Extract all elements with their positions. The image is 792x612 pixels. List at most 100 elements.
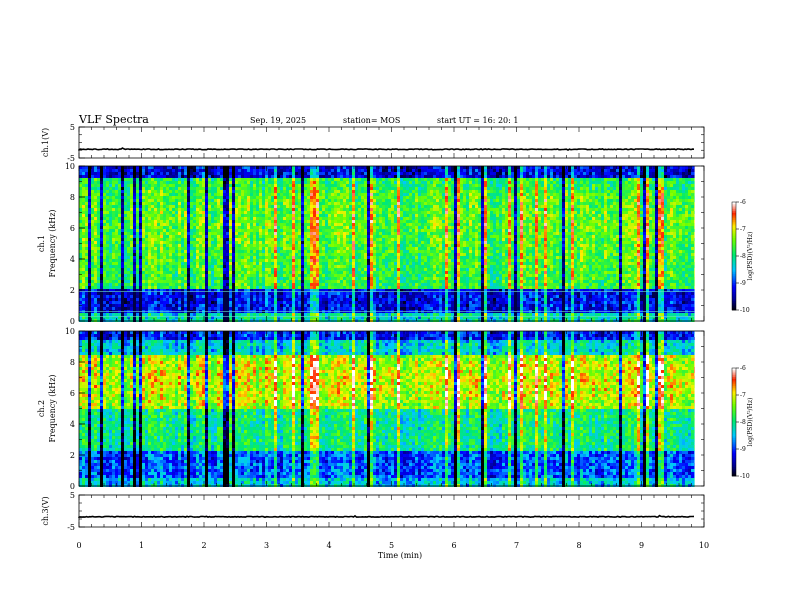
spectrogram-cell xyxy=(352,226,355,229)
spectrogram-cell xyxy=(97,202,100,205)
spectrogram-cell xyxy=(265,220,268,223)
spectrogram-cell xyxy=(496,214,499,217)
spectrogram-cell xyxy=(676,193,679,196)
spectrogram-cell xyxy=(250,220,253,223)
spectrogram-cell xyxy=(490,184,493,187)
spectrogram-cell xyxy=(685,211,688,214)
spectrogram-cell xyxy=(547,193,550,196)
spectrogram-cell xyxy=(433,205,436,208)
spectrogram-cell xyxy=(604,181,607,184)
spectrogram-cell xyxy=(583,175,586,178)
spectrogram-cell xyxy=(403,223,406,226)
spectrogram-cell xyxy=(457,202,460,205)
spectrogram-cell xyxy=(247,166,250,169)
spectrogram-cell xyxy=(250,184,253,187)
spectrogram-cell xyxy=(619,211,622,214)
spectrogram-cell xyxy=(394,166,397,169)
spectrogram-cell xyxy=(265,181,268,184)
spectrogram-cell xyxy=(664,178,667,181)
spectrogram-cell xyxy=(415,190,418,193)
spectrogram-cell xyxy=(400,199,403,202)
spectrogram-cell xyxy=(286,202,289,205)
spectrogram-cell xyxy=(505,187,508,190)
spectrogram-cell xyxy=(280,205,283,208)
spectrogram-cell xyxy=(244,184,247,187)
spectrogram-cell xyxy=(238,223,241,226)
spectrogram-cell xyxy=(685,175,688,178)
spectrogram-cell xyxy=(427,187,430,190)
spectrogram-cell xyxy=(673,190,676,193)
spectrogram-cell xyxy=(334,184,337,187)
spectrogram-cell xyxy=(259,217,262,220)
spectrogram-cell xyxy=(217,190,220,193)
spectrogram-cell xyxy=(694,208,695,211)
spectrogram-cell xyxy=(250,169,253,172)
spectrogram-cell xyxy=(148,181,151,184)
spectrogram-cell xyxy=(403,187,406,190)
spectrogram-cell xyxy=(385,211,388,214)
spectrogram-cell xyxy=(328,220,331,223)
spectrogram-cell xyxy=(145,208,148,211)
spectrogram-cell xyxy=(253,187,256,190)
spectrogram-cell xyxy=(430,217,433,220)
spectrogram-cell xyxy=(661,184,664,187)
spectrogram-cell xyxy=(598,202,601,205)
spectrogram-cell xyxy=(292,184,295,187)
spectrogram-cell xyxy=(646,217,649,220)
spectrogram-cell xyxy=(136,166,139,169)
spectrogram-cell xyxy=(643,223,646,226)
spectrogram-cell xyxy=(520,181,523,184)
spectrogram-cell xyxy=(301,175,304,178)
spectrogram-cell xyxy=(655,217,658,220)
spectrogram-cell xyxy=(439,169,442,172)
spectrogram-cell xyxy=(394,172,397,175)
spectrogram-cell xyxy=(196,172,199,175)
spectrogram-cell xyxy=(184,196,187,199)
spectrogram-cell xyxy=(343,202,346,205)
spectrogram-cell xyxy=(172,208,175,211)
spectrogram-cell xyxy=(100,202,103,205)
spectrogram-cell xyxy=(673,166,676,169)
spectrogram-cell xyxy=(511,217,514,220)
spectrogram-cell xyxy=(322,175,325,178)
spectrogram-cell xyxy=(427,172,430,175)
spectrogram-cell xyxy=(529,169,532,172)
spectrogram-cell xyxy=(205,208,208,211)
spectrogram-cell xyxy=(136,220,139,223)
spectrogram-cell xyxy=(217,208,220,211)
spectrogram-cell xyxy=(436,205,439,208)
spectrogram-cell xyxy=(115,181,118,184)
spectrogram-cell xyxy=(592,187,595,190)
spectrogram-cell xyxy=(274,226,277,229)
spectrogram-cell xyxy=(340,211,343,214)
spectrogram-cell xyxy=(334,199,337,202)
spectrogram-cell xyxy=(214,190,217,193)
spectrogram-cell xyxy=(574,190,577,193)
spectrogram-cell xyxy=(127,175,130,178)
spectrogram-cell xyxy=(460,205,463,208)
spectrogram-cell xyxy=(625,205,628,208)
spectrogram-cell xyxy=(145,220,148,223)
spectrogram-cell xyxy=(160,220,163,223)
spectrogram-cell xyxy=(376,220,379,223)
spectrogram-cell xyxy=(430,187,433,190)
spectrogram-cell xyxy=(334,205,337,208)
spectrogram-cell xyxy=(523,166,526,169)
spectrogram-cell xyxy=(664,217,667,220)
spectrogram-cell xyxy=(481,184,484,187)
spectrogram-cell xyxy=(358,187,361,190)
spectrogram-cell xyxy=(421,196,424,199)
spectrogram-cell xyxy=(379,208,382,211)
spectrogram-cell xyxy=(670,166,673,169)
spectrogram-cell xyxy=(136,193,139,196)
spectrogram-cell xyxy=(364,196,367,199)
spectrogram-cell xyxy=(163,223,166,226)
spectrogram-cell xyxy=(226,184,229,187)
spectrogram-cell xyxy=(607,214,610,217)
spectrogram-cell xyxy=(331,226,334,229)
spectrogram-cell xyxy=(388,211,391,214)
spectrogram-cell xyxy=(412,220,415,223)
spectrogram-cell xyxy=(430,199,433,202)
spectrogram-cell xyxy=(601,211,604,214)
spectrogram-cell xyxy=(292,205,295,208)
